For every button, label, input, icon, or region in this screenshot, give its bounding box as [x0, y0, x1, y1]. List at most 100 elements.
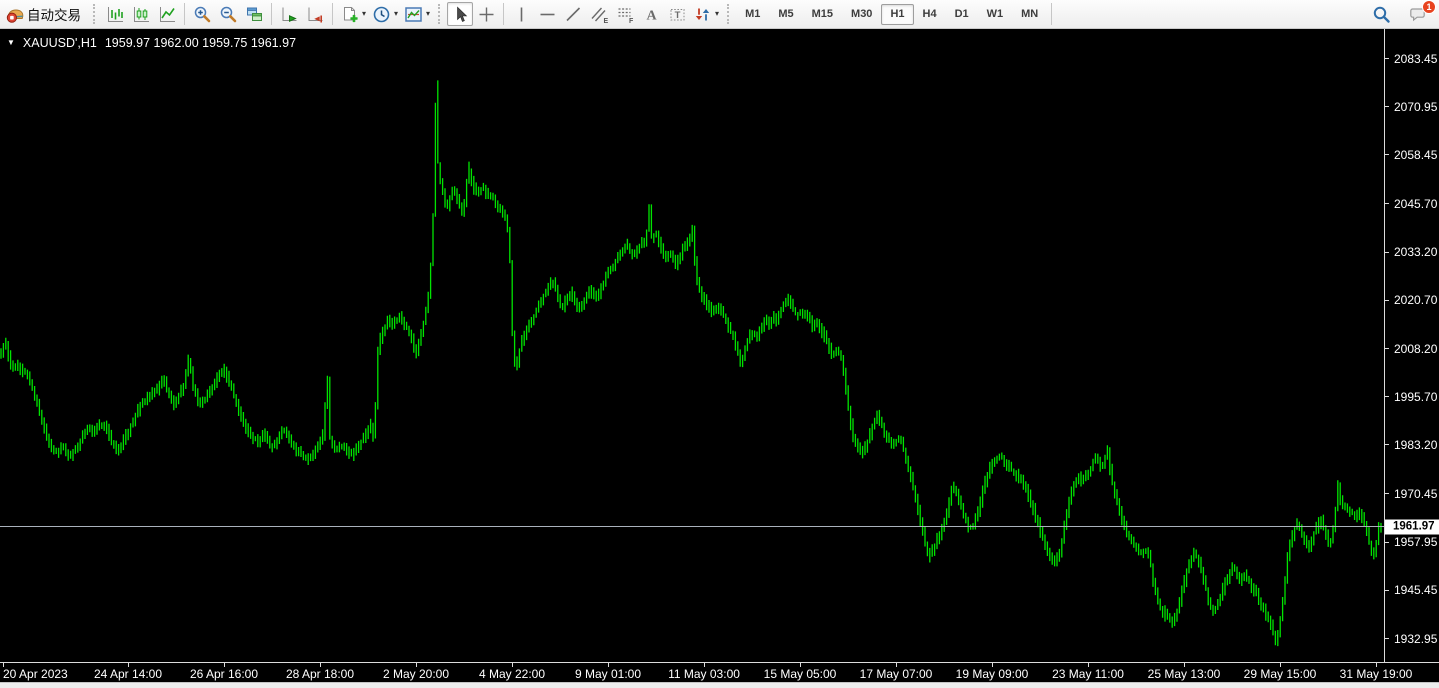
indicators-icon: [404, 5, 423, 24]
dropdown-caret-icon[interactable]: ▾: [394, 9, 399, 18]
text-button[interactable]: A: [638, 2, 664, 26]
channel-icon: E: [590, 5, 609, 24]
equidistant-channel-button[interactable]: E: [586, 2, 612, 26]
price-tick: [1385, 493, 1389, 495]
price-tick: [1385, 106, 1389, 108]
timeframe-M15[interactable]: M15: [811, 7, 834, 20]
time-tick: [224, 663, 225, 667]
price-tick: [1385, 58, 1389, 59]
toolbar-grip[interactable]: [727, 4, 730, 24]
price-tick-label: 2083.45: [1394, 51, 1438, 66]
price-tick: [1385, 396, 1389, 398]
autotrading-button-label: 自动交易: [27, 8, 81, 23]
timeframe-M1[interactable]: M1: [745, 7, 761, 20]
time-tick: [896, 663, 897, 667]
svg-text:A: A: [646, 8, 657, 23]
timeframe-D1[interactable]: D1: [954, 7, 969, 20]
tile-windows-button[interactable]: [241, 2, 267, 26]
vertical-line-button[interactable]: [508, 2, 534, 26]
time-tick: [608, 663, 609, 667]
fibo-icon: F: [616, 5, 635, 24]
time-tick-label: 23 May 11:00: [1052, 667, 1124, 681]
price-tick: [1385, 541, 1389, 543]
chart-shift-button[interactable]: [302, 2, 328, 26]
price-tick-label: 2070.95: [1394, 99, 1438, 114]
chart-bars-icon: [106, 5, 125, 24]
candlestick-chart-button[interactable]: [128, 2, 154, 26]
timeframe-H4[interactable]: H4: [922, 7, 937, 20]
chart-title: ▼ XAUUSD',H1 1959.97 1962.00 1959.75 196…: [7, 36, 296, 50]
toolbar-right-group: 1: [1368, 0, 1436, 26]
dropdown-caret-icon[interactable]: ▾: [715, 9, 720, 18]
autotrading-button[interactable]: 自动交易: [3, 2, 88, 26]
time-tick-label: 4 May 22:00: [478, 667, 546, 681]
time-tick-label: 25 May 13:00: [1147, 667, 1221, 681]
timeframe-M5[interactable]: M5: [778, 7, 794, 20]
timeframe-M30[interactable]: M30: [851, 7, 873, 20]
toolbar-grip[interactable]: [438, 4, 441, 24]
arrows-button[interactable]: ▾: [690, 2, 722, 26]
line-chart-button[interactable]: [154, 2, 180, 26]
arrows-icon: [693, 5, 712, 24]
dropdown-caret-icon[interactable]: ▾: [426, 9, 431, 18]
horizontal-line-button[interactable]: [534, 2, 560, 26]
periods-button[interactable]: ▾: [369, 2, 401, 26]
trendline-button[interactable]: [560, 2, 586, 26]
collapse-triangle-icon[interactable]: ▼: [7, 38, 15, 47]
price-tick-label: 1970.45: [1394, 486, 1438, 501]
time-tick: [320, 663, 321, 667]
time-tick: [512, 663, 513, 667]
crosshair-button[interactable]: [473, 2, 499, 26]
chart-line-icon: [158, 5, 177, 24]
zoom-out-icon: [219, 5, 238, 24]
zoom-in-button[interactable]: [189, 2, 215, 26]
time-tick-label: 19 May 09:00: [955, 667, 1029, 681]
price-tick-label: 1957.95: [1394, 535, 1438, 550]
timeframe-MN[interactable]: MN: [1021, 7, 1039, 20]
timeframe-W1[interactable]: W1: [986, 7, 1004, 20]
dropdown-caret-icon[interactable]: ▾: [362, 9, 367, 18]
clock-icon: [372, 5, 391, 24]
timeframe-H1[interactable]: H1: [881, 3, 914, 25]
text-label-button[interactable]: T: [664, 2, 690, 26]
indicators-button[interactable]: ▾: [401, 2, 433, 26]
new-order-button[interactable]: ▾: [337, 2, 369, 26]
price-tick: [1385, 589, 1389, 591]
price-tick-label: 2033.20: [1394, 245, 1438, 260]
price-tick-label: 1995.70: [1394, 389, 1438, 404]
toolbar-grip[interactable]: [93, 4, 96, 24]
time-tick: [704, 663, 705, 667]
chat-button[interactable]: 1: [1404, 0, 1436, 26]
cursor-button[interactable]: [447, 2, 474, 26]
zoom-in-icon: [193, 5, 212, 24]
zoom-out-button[interactable]: [215, 2, 241, 26]
time-tick-label: 24 Apr 14:00: [93, 667, 163, 681]
bar-chart-button[interactable]: [102, 2, 128, 26]
chart-plot-area[interactable]: ▼ XAUUSD',H1 1959.97 1962.00 1959.75 196…: [0, 29, 1384, 662]
chart-symbol-period: XAUUSD',H1: [22, 36, 97, 50]
text-a-icon: A: [642, 5, 661, 24]
price-tick: [1385, 444, 1389, 446]
vline-icon: [512, 5, 531, 24]
time-tick: [3, 663, 4, 667]
time-tick-label: 20 Apr 2023: [3, 667, 68, 681]
price-axis[interactable]: 2083.45 2070.95 2058.45 2045.70 2033.20 2020.…: [1384, 29, 1439, 662]
toolbar-separator: [503, 3, 505, 25]
price-tick-label: 2045.70: [1394, 196, 1438, 211]
new-order-icon: [340, 5, 359, 24]
time-tick: [1088, 663, 1089, 667]
time-axis[interactable]: 20 Apr 2023 24 Apr 14:00 26 Apr 16:00 28 Ap…: [0, 662, 1439, 682]
notification-badge: 1: [1422, 0, 1436, 14]
search-button[interactable]: [1368, 2, 1394, 26]
cursor-icon: [451, 5, 470, 24]
time-tick: [1376, 663, 1377, 667]
current-price-line: [0, 526, 1384, 528]
tile-windows-icon: [245, 5, 264, 24]
time-tick-label: 9 May 01:00: [574, 667, 642, 681]
svg-text:T: T: [674, 10, 680, 21]
tline-icon: [564, 5, 583, 24]
bottom-strip: [0, 682, 1439, 688]
time-tick-label: 2 May 20:00: [382, 667, 450, 681]
fibonacci-button[interactable]: F: [612, 2, 638, 26]
auto-scroll-button[interactable]: [276, 2, 302, 26]
